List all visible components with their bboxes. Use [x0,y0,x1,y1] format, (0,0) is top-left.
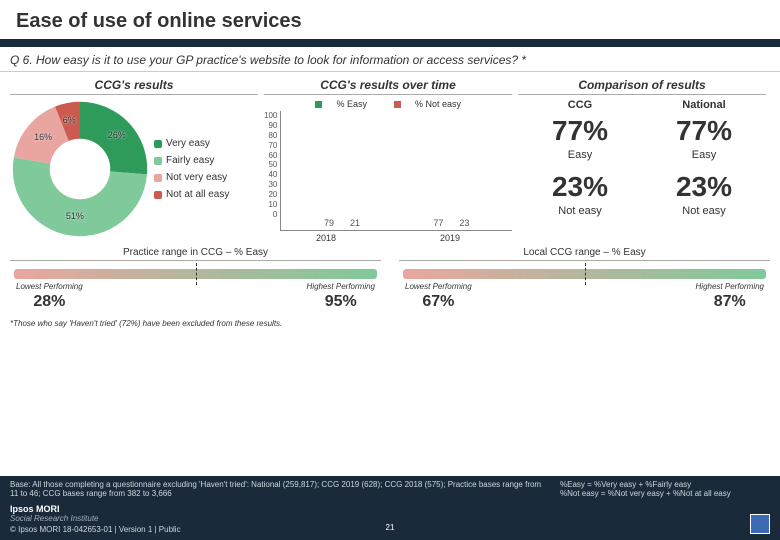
col-over-time: CCG's results over time % Easy % Not eas… [264,78,512,243]
practice-range: Practice range in CCG – % Easy Lowest Pe… [10,247,381,311]
footnote: *Those who say 'Haven't tried' (72%) hav… [0,315,780,328]
ipsos-logo: Ipsos MORI [10,504,60,514]
donut-slice-label: 6% [63,115,76,125]
col-head-left: CCG's results [10,78,258,95]
page-number: 21 [386,523,395,532]
main-columns: CCG's results 26% 51% 16% 6% Very easy Fairl… [0,72,780,243]
practice-high-val: 95% [307,293,375,311]
legend-item: Fairly easy [154,155,229,166]
legend-item: Not at all easy [154,189,229,200]
donut-chart: 26% 51% 16% 6% [10,99,150,239]
donut-slice-label: 26% [108,130,126,140]
local-high-val: 87% [696,293,764,311]
legend-item: Not very easy [154,172,229,183]
ccg-easy-pct: 77% [518,115,642,147]
donut-slice-label: 51% [66,211,84,221]
col-ccg-results: CCG's results 26% 51% 16% 6% Very easy Fairl… [10,78,258,243]
corner-logo-icon [750,514,770,534]
x-axis-label: 2019 [440,233,460,243]
bar-chart: 1009080706050403020100 79217723 [264,111,512,231]
title-band: Ease of use of online services [0,0,780,39]
col-head-mid: CCG's results over time [264,78,512,95]
local-ccg-range: Local CCG range – % Easy Lowest Performi… [399,247,770,311]
local-range-title: Local CCG range – % Easy [399,247,770,261]
x-axis-label: 2018 [316,233,336,243]
local-low-val: 67% [405,293,472,311]
easy-label-nat: Easy [642,149,766,161]
nat-noteasy-pct: 23% [642,171,766,203]
question-text: Q 6. How easy is it to use your GP pract… [0,47,780,72]
noteasy-label-nat: Not easy [642,205,766,217]
ccg-noteasy-pct: 23% [518,171,642,203]
legend-item: Very easy [154,138,229,149]
bar-value: 23 [453,218,475,228]
nat-easy-pct: 77% [642,115,766,147]
local-range-scale [403,269,766,279]
practice-range-title: Practice range in CCG – % Easy [10,247,381,261]
defs-text: %Easy = %Very easy + %Fairly easy%Not ea… [560,480,770,498]
base-text: Base: All those completing a questionnai… [10,480,544,498]
col-head-right: Comparison of results [518,78,766,95]
nat-label: National [682,99,725,111]
practice-range-scale [14,269,377,279]
practice-high-label: Highest Performing [307,283,375,291]
noteasy-label-ccg: Not easy [518,205,642,217]
local-low-label: Lowest Performing [405,283,472,291]
practice-low-val: 28% [16,293,83,311]
practice-low-label: Lowest Performing [16,283,83,291]
donut-legend: Very easy Fairly easy Not very easy Not at … [154,132,229,206]
footer: Base: All those completing a questionnai… [0,476,780,540]
bar-value: 79 [318,218,340,228]
donut-slice-label: 16% [34,132,52,142]
ipsos-subtitle: Social Research Institute [10,514,99,523]
ccg-label: CCG [568,99,592,111]
col-comparison: Comparison of results CCG National 77% 7… [518,78,766,243]
easy-label-ccg: Easy [518,149,642,161]
page-title: Ease of use of online services [16,10,764,33]
copyright: © Ipsos MORI 18-042653-01 | Version 1 | … [10,525,544,534]
bar-legend: % Easy % Not easy [264,99,512,109]
range-section: Practice range in CCG – % Easy Lowest Pe… [0,243,780,315]
bar-value: 77 [427,218,449,228]
divider-bar [0,39,780,47]
bar-value: 21 [344,218,366,228]
local-high-label: Highest Performing [696,283,764,291]
